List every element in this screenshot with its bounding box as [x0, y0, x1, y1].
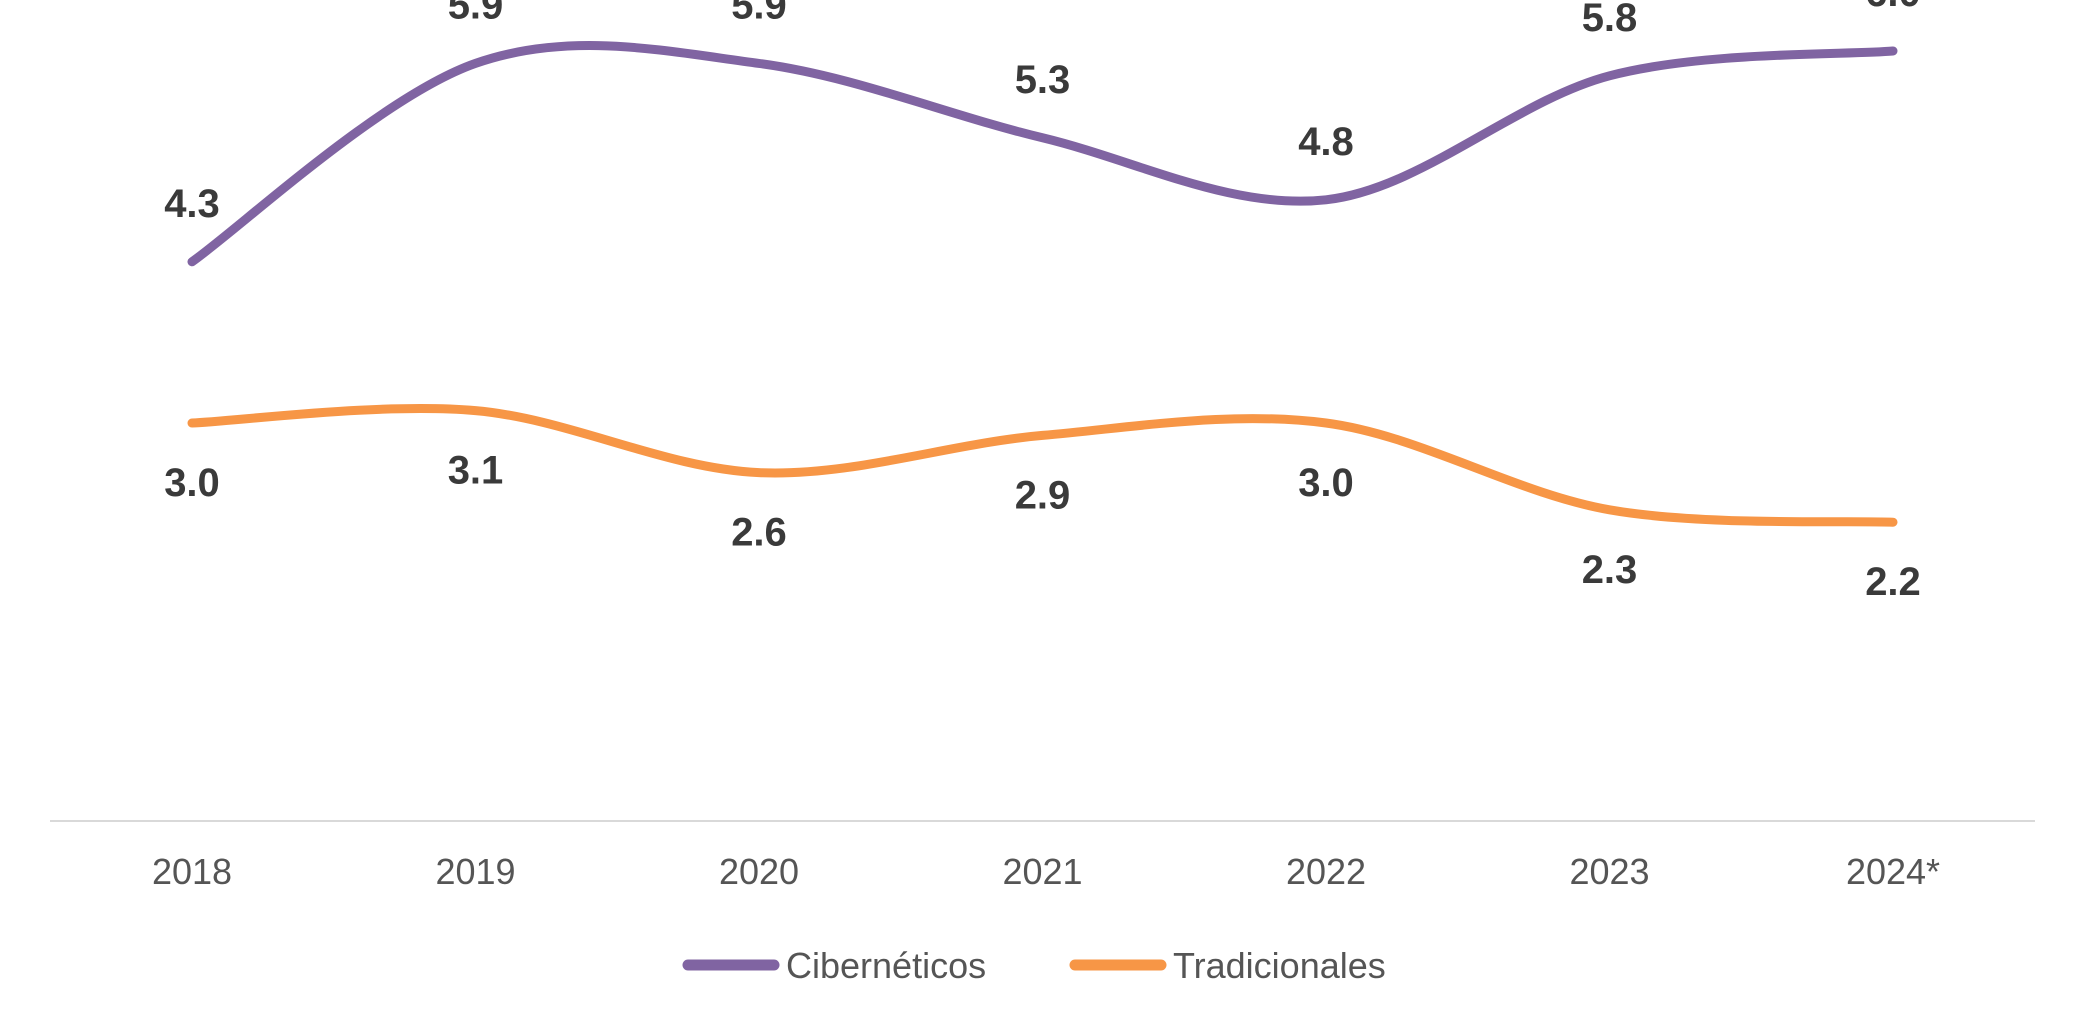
data-label-ciberneticos-2020: 5.9 [731, 0, 787, 27]
data-label-tradicionales-2021: 2.9 [1015, 473, 1071, 517]
x-tick-label-2018: 2018 [152, 851, 232, 892]
data-label-ciberneticos-2023: 5.8 [1582, 0, 1638, 40]
legend-item-ciberneticos: Cibernéticos [682, 945, 986, 986]
x-tick-label-2020: 2020 [719, 851, 799, 892]
x-tick-label-2022: 2022 [1286, 851, 1366, 892]
x-tick-label-2019: 2019 [435, 851, 515, 892]
data-label-tradicionales-2023: 2.3 [1582, 548, 1638, 592]
data-label-ciberneticos-2019: 5.9 [448, 0, 504, 27]
data-label-tradicionales-2019: 3.1 [448, 449, 504, 493]
x-tick-label-2024-: 2024* [1846, 851, 1940, 892]
x-tick-layer: 2018 2019 2020 2021 2022 2023 2024* [152, 851, 1940, 892]
data-label-tradicionales-2024-: 2.2 [1865, 560, 1921, 604]
data-label-ciberneticos-2024-: 6.0 [1865, 0, 1921, 15]
series-line-tradicionales [187, 403, 1898, 527]
legend-label-ciberneticos: Cibernéticos [786, 945, 986, 986]
data-label-tradicionales-2018: 3.0 [164, 461, 220, 505]
legend: Cibernéticos Tradicionales [682, 945, 1386, 986]
data-label-ciberneticos-2018: 4.3 [164, 182, 220, 226]
data-label-layer: 4.3 5.9 5.9 5.3 4.8 5.8 6.0 3.0 3.1 2.6 2.9 3.0 2.3 2… [164, 0, 1921, 604]
series-layer [187, 41, 1898, 527]
data-label-tradicionales-2022: 3.0 [1298, 461, 1354, 505]
data-label-ciberneticos-2021: 5.3 [1015, 58, 1071, 102]
series-line-ciberneticos [187, 41, 1898, 267]
data-label-ciberneticos-2022: 4.8 [1298, 120, 1354, 164]
data-label-tradicionales-2020: 2.6 [731, 511, 787, 555]
legend-label-tradicionales: Tradicionales [1173, 945, 1386, 986]
x-tick-label-2023: 2023 [1569, 851, 1649, 892]
x-tick-label-2021: 2021 [1002, 851, 1082, 892]
legend-item-tradicionales: Tradicionales [1069, 945, 1386, 986]
